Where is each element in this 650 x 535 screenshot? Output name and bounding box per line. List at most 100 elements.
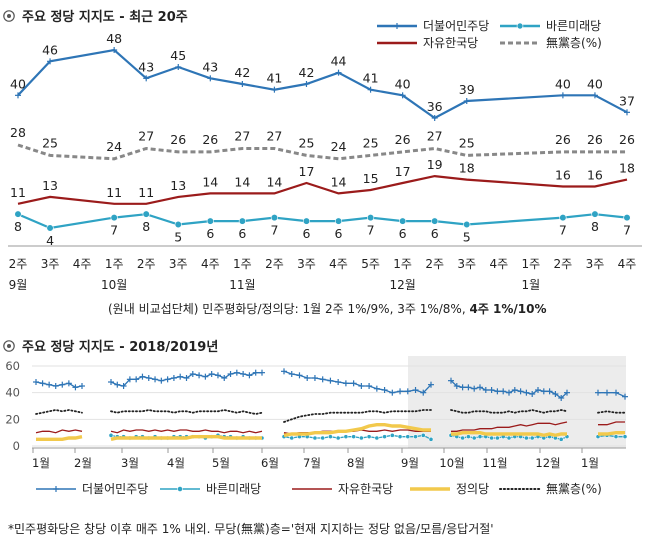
month-label: 12월 bbox=[535, 456, 560, 470]
data-point bbox=[350, 380, 357, 387]
data-point bbox=[110, 214, 118, 222]
data-label: 6 bbox=[238, 226, 246, 241]
y-tick-label: 60 bbox=[5, 359, 20, 373]
x-tick-label: 1주 bbox=[521, 257, 540, 271]
data-point bbox=[366, 214, 375, 222]
data-point bbox=[471, 385, 478, 392]
data-point bbox=[111, 47, 118, 53]
data-point bbox=[312, 435, 318, 441]
data-label: 42 bbox=[299, 65, 315, 80]
data-label: 8 bbox=[142, 219, 150, 234]
x-tick-label: 3주 bbox=[586, 257, 605, 271]
data-point bbox=[202, 373, 209, 380]
series-line bbox=[110, 435, 262, 441]
chart1-data-labels: 40 46 48 43 45 43 42 41 42 44 41 40 36 39 40 40 37 8 4 7 8 5 6… bbox=[10, 31, 635, 248]
legend-item-5: 無黨층(%) bbox=[499, 481, 602, 496]
data-point bbox=[367, 86, 374, 93]
data-label: 25 bbox=[459, 135, 475, 150]
data-point bbox=[558, 395, 565, 401]
legend-label: 더불어민주당 bbox=[82, 482, 148, 496]
data-label: 5 bbox=[174, 230, 182, 245]
month-label: 6월 bbox=[261, 456, 279, 470]
data-point bbox=[221, 375, 228, 381]
data-label: 25 bbox=[299, 135, 315, 150]
x-tick-label: 3주 bbox=[297, 257, 316, 271]
data-point bbox=[420, 432, 426, 438]
chart2-legend: 더불어민주당 바른미래당 자유한국당 정의당 無黨층(%) bbox=[36, 481, 602, 496]
data-point bbox=[240, 371, 247, 377]
data-label: 6 bbox=[302, 226, 310, 241]
data-point bbox=[366, 434, 372, 440]
data-point bbox=[170, 375, 177, 381]
data-point bbox=[281, 368, 287, 375]
legend-marker bbox=[53, 486, 59, 492]
data-label: 5 bbox=[463, 230, 471, 245]
x-tick-label: 2주 bbox=[554, 257, 573, 271]
legend-item-1: 더불어민주당 bbox=[377, 19, 489, 33]
series-line bbox=[598, 392, 626, 398]
data-point bbox=[477, 384, 483, 391]
data-point bbox=[431, 115, 438, 121]
data-point bbox=[482, 387, 489, 393]
data-point bbox=[259, 369, 265, 376]
data-point bbox=[142, 210, 150, 218]
x-tick-label: 2주 bbox=[265, 257, 284, 271]
x-tick-label: 4주 bbox=[329, 257, 348, 271]
legend-label: 無黨층(%) bbox=[546, 35, 602, 50]
title-bullet-icon-inner bbox=[7, 14, 11, 18]
data-label: 7 bbox=[559, 223, 567, 238]
legend-label: 바른미래당 bbox=[546, 19, 601, 33]
month-label: 5월 bbox=[212, 456, 230, 470]
data-label: 14 bbox=[266, 174, 282, 189]
data-point bbox=[189, 371, 196, 377]
data-label: 26 bbox=[619, 132, 635, 147]
data-point bbox=[152, 376, 159, 383]
series-line bbox=[17, 143, 627, 161]
series-line bbox=[110, 429, 263, 434]
data-point bbox=[33, 379, 39, 385]
chart1-note-main: (원내 비교섭단체) 민주평화당/정의당: 1월 2주 1%/9%, 3주 1%… bbox=[108, 302, 469, 316]
legend-marker bbox=[394, 23, 400, 29]
data-point bbox=[494, 388, 501, 395]
series-line bbox=[598, 421, 625, 426]
data-label: 7 bbox=[110, 223, 118, 238]
data-point bbox=[511, 387, 518, 393]
legend-marker bbox=[516, 22, 524, 30]
data-point bbox=[591, 92, 598, 99]
series-line bbox=[36, 435, 83, 441]
data-point bbox=[413, 434, 418, 440]
month-label: 11월 bbox=[482, 456, 507, 470]
data-point bbox=[552, 391, 559, 397]
data-point bbox=[546, 388, 553, 395]
data-point bbox=[239, 81, 246, 87]
series-5 bbox=[35, 409, 626, 423]
data-point bbox=[489, 435, 494, 441]
y-tick-label: 20 bbox=[5, 412, 20, 426]
data-point bbox=[465, 434, 471, 440]
x-tick-label: 4주 bbox=[201, 257, 220, 271]
data-point bbox=[623, 214, 631, 222]
data-label: 6 bbox=[206, 226, 214, 241]
data-point bbox=[214, 372, 221, 379]
chart2-header: 주요 정당 지지도 - 2018/2019년 bbox=[3, 339, 218, 355]
data-point bbox=[175, 64, 182, 70]
data-label: 25 bbox=[363, 135, 379, 150]
chart1-header: 주요 정당 지지도 - 최근 20주 bbox=[3, 9, 188, 25]
x-tick-label: 2주 bbox=[425, 257, 444, 271]
data-point bbox=[302, 217, 311, 225]
data-point bbox=[622, 434, 628, 440]
data-point bbox=[320, 435, 326, 441]
series-line bbox=[597, 410, 626, 414]
data-point bbox=[397, 388, 404, 395]
data-label: 7 bbox=[367, 223, 375, 238]
data-label: 11 bbox=[138, 185, 154, 200]
data-point bbox=[46, 381, 53, 388]
data-label: 25 bbox=[42, 135, 58, 150]
data-point bbox=[448, 377, 454, 384]
chart1-title: 주요 정당 지지도 - 최근 20주 bbox=[22, 9, 188, 25]
data-label: 46 bbox=[42, 42, 58, 57]
month-label: 10월 bbox=[101, 278, 127, 292]
data-point bbox=[46, 224, 54, 232]
data-label: 27 bbox=[266, 128, 282, 143]
